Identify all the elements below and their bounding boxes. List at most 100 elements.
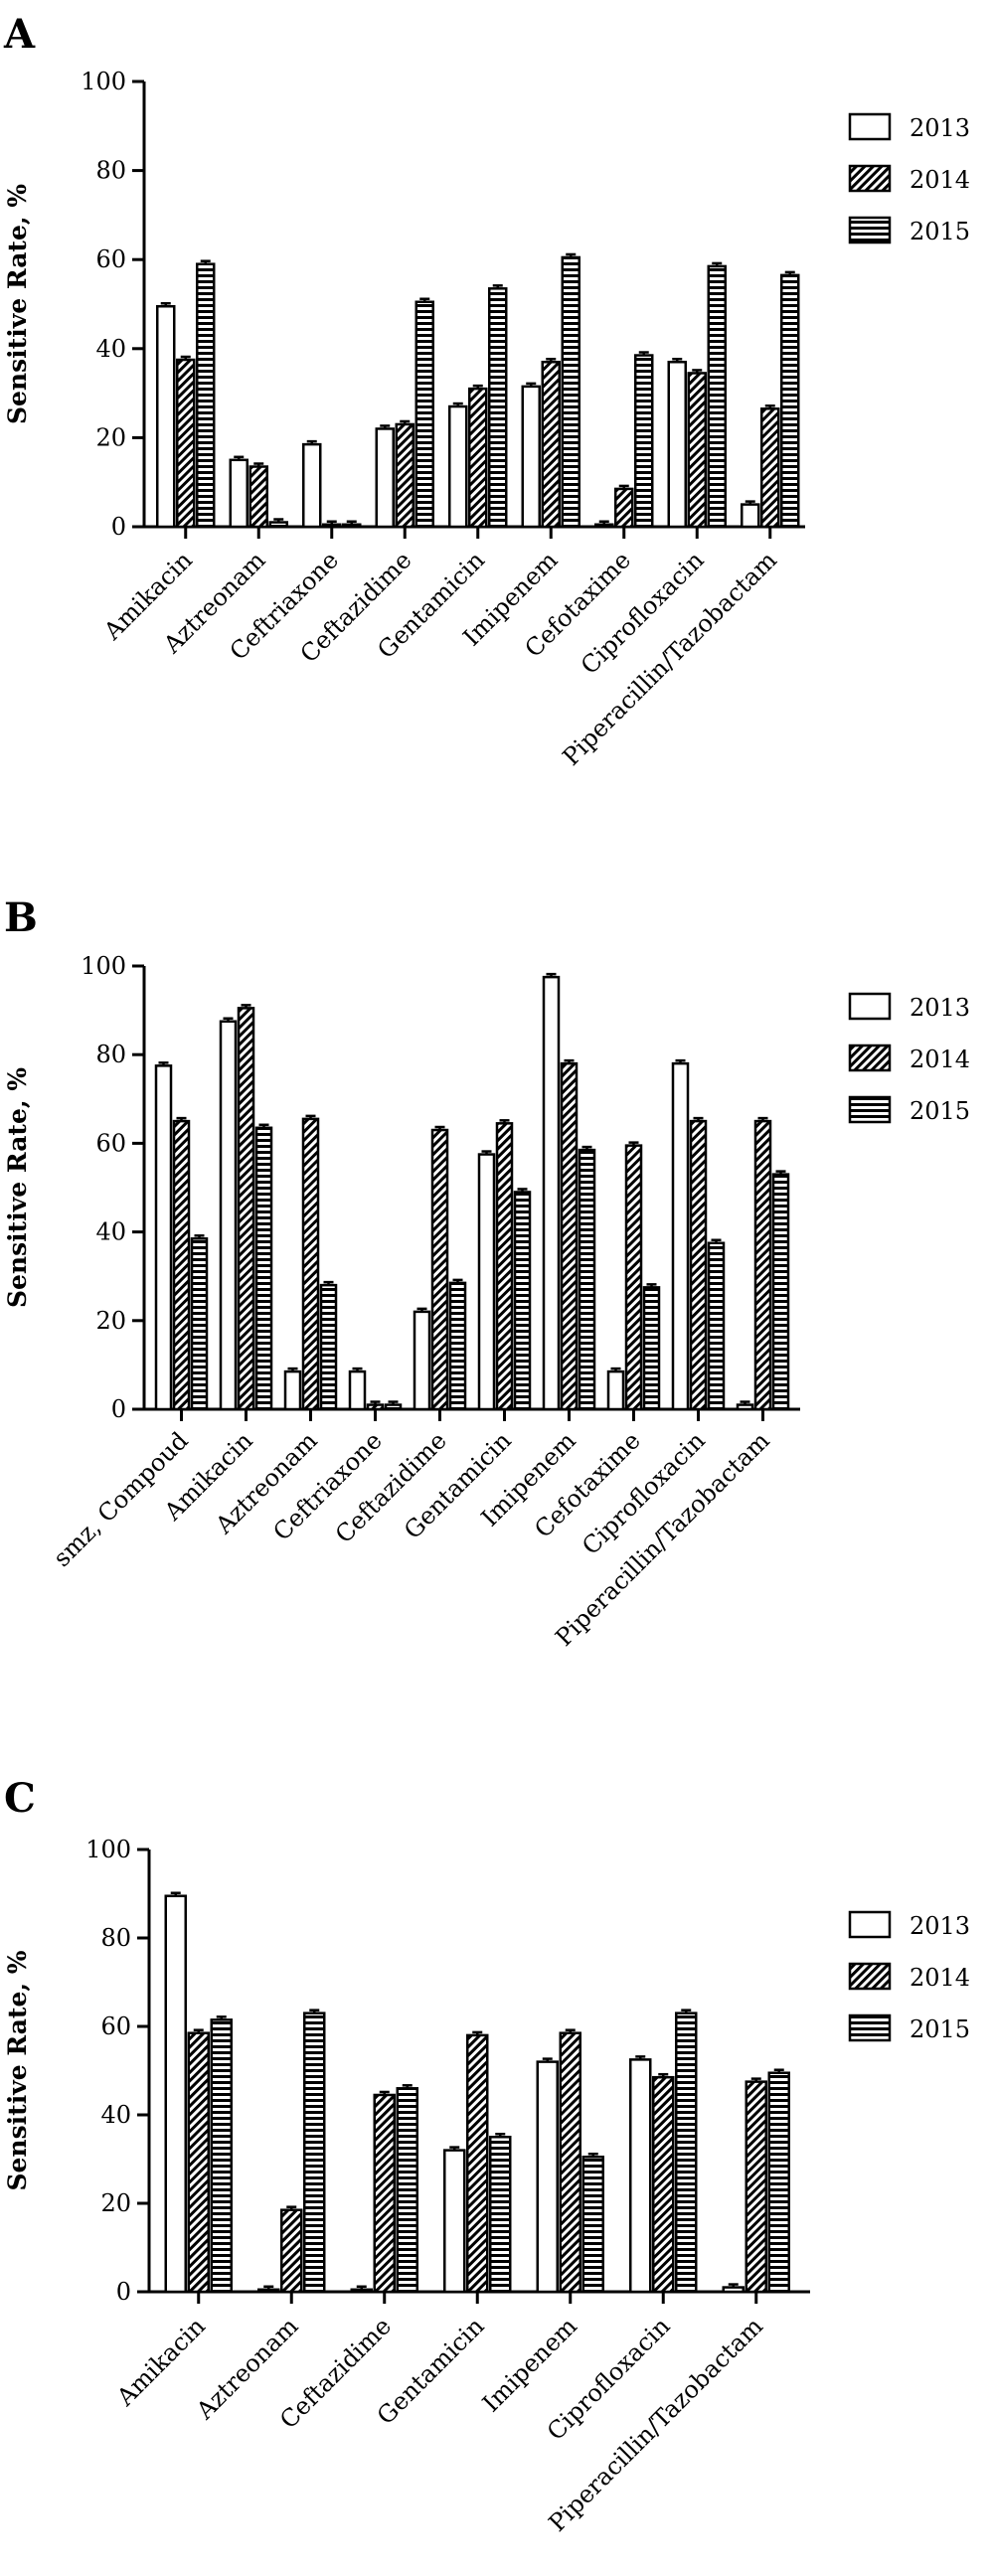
- bar-2015-piperacillin-tazobactam: [767, 2071, 790, 2294]
- bar-2013-ceftazidime: [413, 1310, 431, 1411]
- legend-swatch-2013: [848, 992, 892, 1021]
- bar-2014-aztreonam: [301, 1117, 320, 1411]
- y-tick-label: 0: [111, 1395, 126, 1423]
- bar-2013-amikacin: [164, 1894, 187, 2294]
- bar-2014-cefotaxime: [614, 487, 634, 529]
- bar-2014-imipenem: [541, 360, 561, 529]
- bar-2013-imipenem: [536, 2060, 559, 2294]
- bar-2014-imipenem: [559, 2031, 581, 2294]
- bar-2013-gentamicin: [443, 2149, 466, 2294]
- bar-2015-imipenem: [561, 255, 580, 529]
- bar-2013-cefotaxime: [594, 523, 614, 529]
- bar-2015-piperacillin-tazobactam: [771, 1173, 790, 1411]
- bar-2014-ciprofloxacin: [652, 2075, 675, 2294]
- bar-2015-amikacin: [196, 262, 216, 529]
- bar-2015-imipenem: [578, 1148, 596, 1411]
- y-tick-label: 80: [95, 1041, 126, 1068]
- bar-2014-cefotaxime: [624, 1144, 643, 1411]
- bar-2013-ceftazidime: [375, 427, 395, 529]
- y-tick-label: 60: [95, 1129, 126, 1157]
- bar-2014-piperacillin-tazobactam: [745, 2080, 767, 2294]
- bar-2014-aztreonam: [248, 465, 268, 529]
- bar-2014-smz-compoud: [172, 1119, 191, 1411]
- bar-2014-aztreonam: [280, 2208, 303, 2294]
- legend-swatch-2013: [848, 1910, 892, 1939]
- y-tick-label: 40: [95, 1218, 126, 1246]
- y-tick-label: 80: [100, 1924, 131, 1952]
- legend-swatch-2015: [848, 1095, 892, 1124]
- legend-label-2013: 2013: [910, 994, 970, 1022]
- bar-2014-piperacillin-tazobactam: [753, 1119, 772, 1411]
- bar-2014-ciprofloxacin: [687, 372, 707, 529]
- legend-label-2014: 2014: [910, 1964, 970, 1992]
- y-tick-label: 20: [95, 423, 126, 451]
- bar-2015-ceftazidime: [396, 2087, 418, 2294]
- y-tick-label: 20: [100, 2189, 131, 2217]
- y-tick-label: 0: [111, 513, 126, 541]
- y-axis-label: Sensitive Rate, %: [3, 184, 32, 424]
- bar-2013-piperacillin-tazobactam: [736, 1403, 754, 1411]
- legend-label-2014: 2014: [910, 1046, 970, 1073]
- bar-2013-ceftriaxone: [348, 1369, 367, 1411]
- legend-label-2014: 2014: [910, 166, 970, 194]
- legend-label-2015: 2015: [910, 2015, 970, 2043]
- y-tick-label: 60: [100, 2012, 131, 2040]
- bar-2014-amikacin: [176, 358, 196, 529]
- bar-2014-gentamicin: [468, 387, 488, 529]
- bar-2015-smz-compoud: [190, 1237, 209, 1411]
- y-tick-label: 100: [81, 952, 126, 980]
- bar-2013-amikacin: [219, 1020, 238, 1411]
- legend-swatch-2014: [848, 1962, 892, 1991]
- legend-swatch-2014: [848, 164, 892, 193]
- bar-2014-ceftazidime: [373, 2093, 396, 2294]
- bar-2015-ciprofloxacin: [707, 264, 727, 529]
- panel-label: C: [4, 1775, 36, 1822]
- y-axis-label: Sensitive Rate, %: [3, 1067, 32, 1308]
- bar-2013-gentamicin: [477, 1153, 496, 1411]
- y-tick-label: 40: [100, 2101, 131, 2129]
- y-tick-label: 60: [95, 245, 126, 273]
- y-tick-label: 80: [95, 157, 126, 185]
- bar-2014-amikacin: [187, 2031, 210, 2294]
- y-tick-label: 40: [95, 335, 126, 363]
- bar-2013-amikacin: [156, 304, 176, 529]
- bar-2015-aztreonam: [268, 521, 288, 529]
- panel-label: A: [3, 11, 36, 58]
- panel-label: B: [4, 894, 38, 941]
- bar-2013-piperacillin-tazobactam: [741, 503, 760, 529]
- bar-2015-ceftazidime: [414, 300, 434, 529]
- bar-2014-ceftazidime: [430, 1128, 449, 1411]
- bar-2015-piperacillin-tazobactam: [780, 273, 800, 529]
- bar-2015-amikacin: [210, 2018, 233, 2294]
- bar-2015-ciprofloxacin: [675, 2012, 698, 2294]
- bar-2013-imipenem: [521, 385, 541, 529]
- bar-2013-cefotaxime: [606, 1369, 625, 1411]
- y-tick-label: 20: [95, 1307, 126, 1335]
- legend-swatch-2014: [848, 1044, 892, 1072]
- bar-2014-imipenem: [560, 1061, 579, 1411]
- bar-2014-gentamicin: [466, 2033, 489, 2294]
- bar-2014-piperacillin-tazobactam: [760, 407, 780, 529]
- bar-2014-ceftazidime: [395, 422, 414, 529]
- bar-2015-cefotaxime: [642, 1286, 661, 1411]
- bar-2015-gentamicin: [489, 2136, 512, 2294]
- bar-2013-aztreonam: [283, 1369, 302, 1411]
- bar-2013-ciprofloxacin: [667, 360, 687, 529]
- bar-2015-ceftriaxone: [384, 1403, 403, 1411]
- bar-2013-gentamicin: [448, 404, 468, 529]
- legend-label-2013: 2013: [910, 114, 970, 142]
- bar-2015-gentamicin: [513, 1191, 532, 1411]
- bar-2015-aztreonam: [319, 1283, 338, 1411]
- legend-swatch-2015: [848, 2013, 892, 2042]
- bar-2013-ciprofloxacin: [671, 1061, 690, 1411]
- bar-2014-ciprofloxacin: [689, 1119, 708, 1411]
- bar-2013-aztreonam: [229, 458, 248, 529]
- bar-2015-aztreonam: [303, 2012, 326, 2294]
- bar-2013-ciprofloxacin: [629, 2058, 652, 2294]
- bar-2013-aztreonam: [257, 2288, 280, 2294]
- bar-2013-smz-compoud: [154, 1064, 173, 1411]
- legend-swatch-2015: [848, 216, 892, 244]
